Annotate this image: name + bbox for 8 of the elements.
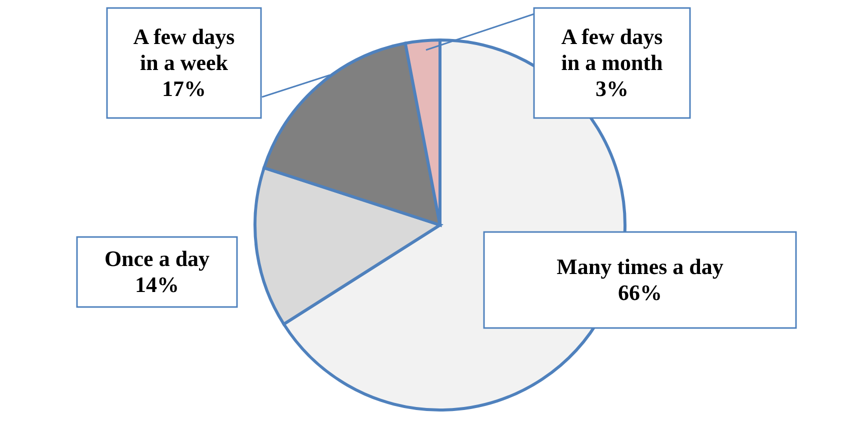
slice-label: Many times a day (556, 254, 724, 279)
slice-label: Once a day (104, 246, 210, 271)
data-label: 17% (162, 76, 206, 101)
legend-label: A few days in a month (561, 24, 664, 75)
slice-label: A few days in a week (133, 24, 236, 75)
data-label: 14% (135, 272, 179, 297)
data-label: 3% (596, 76, 628, 101)
data-label: 66% (618, 280, 662, 305)
